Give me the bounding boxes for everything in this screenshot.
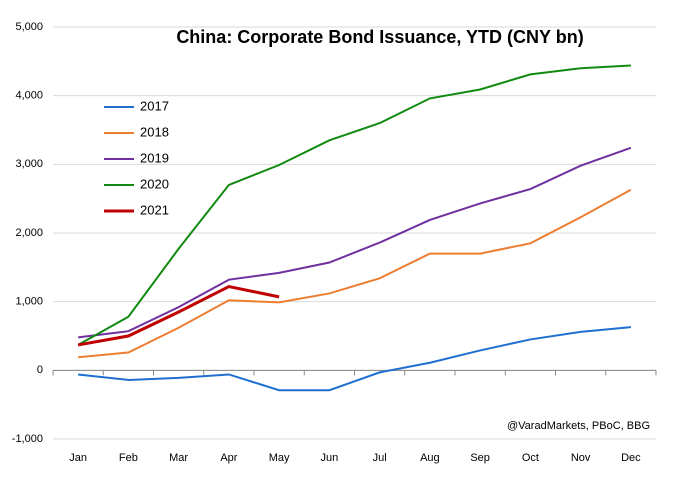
x-tick-label: Sep [470,452,490,464]
x-tick-label: Jan [69,452,87,464]
series-line [78,146,632,339]
legend-label: 2019 [140,150,169,165]
legend-label: 2018 [140,124,169,139]
series-line [78,188,632,359]
x-tick-label: Nov [571,452,591,464]
y-tick-label: 2,000 [15,227,43,239]
series-line [78,326,631,392]
y-tick-label: 0 [37,364,43,376]
x-tick-label: Mar [169,452,188,464]
y-tick-label: 4,000 [15,90,43,102]
y-tick-label: -1,000 [12,433,43,445]
legend-label: 2017 [140,98,169,113]
x-tick-label: May [269,452,290,464]
x-tick-label: Oct [522,452,539,464]
x-tick-label: Aug [420,452,440,464]
chart-title: China: Corporate Bond Issuance, YTD (CNY… [176,27,583,47]
x-tick-label: Feb [119,452,138,464]
x-tick-label: Jun [321,452,339,464]
legend-label: 2021 [140,202,169,217]
legend-label: 2020 [140,176,169,191]
y-tick-label: 5,000 [15,21,43,33]
x-tick-label: Dec [621,452,641,464]
y-tick-label: 1,000 [15,296,43,308]
series-line [77,284,280,347]
source-note: @VaradMarkets, PBoC, BBG [507,420,650,432]
x-tick-label: Apr [220,452,237,464]
y-tick-label: 3,000 [15,158,43,170]
x-tick-label: Jul [373,452,387,464]
series-line [77,64,631,346]
